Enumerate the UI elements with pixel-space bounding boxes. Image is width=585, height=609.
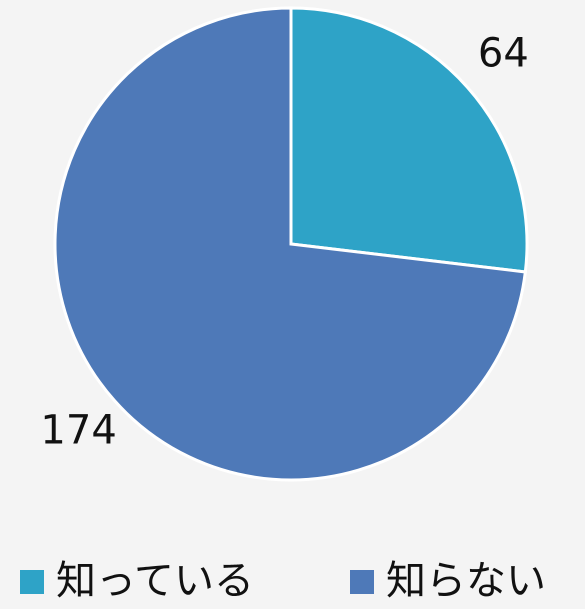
pie-slice	[289, 6, 529, 274]
data-label: 64	[478, 30, 529, 76]
legend-label: 知らない	[386, 558, 546, 604]
data-label: 174	[40, 408, 116, 454]
legend-swatch	[350, 570, 374, 594]
pie-slice	[53, 6, 528, 482]
legend-label: 知っている	[56, 558, 254, 604]
legend-swatch	[20, 570, 44, 594]
